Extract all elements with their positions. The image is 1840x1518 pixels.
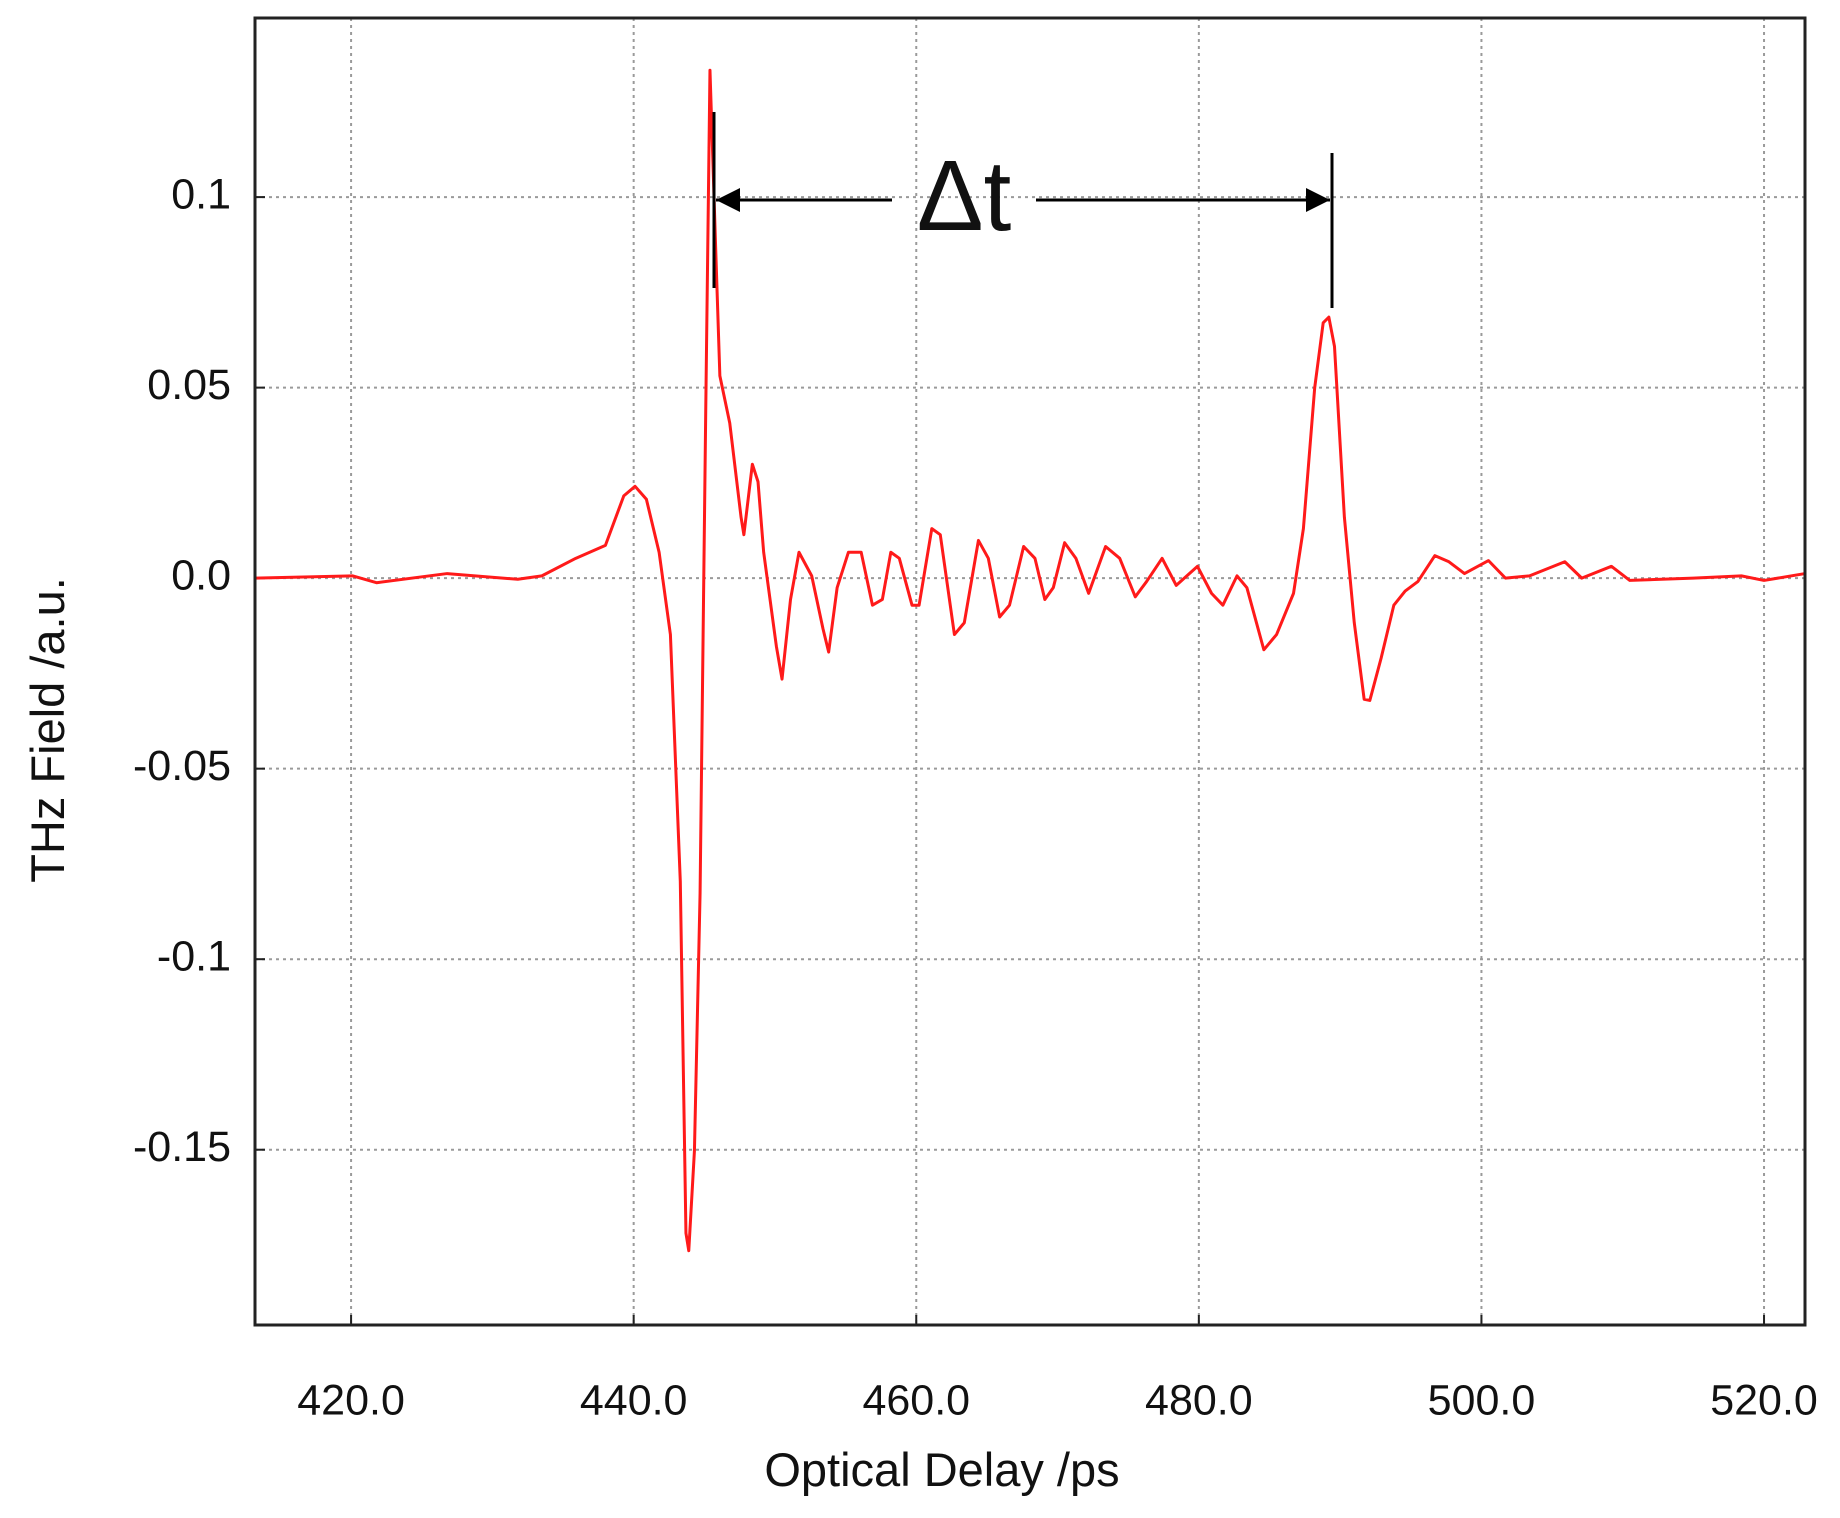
- y-tick-label: -0.1: [157, 933, 231, 981]
- plot: [254, 68, 1806, 1253]
- x-tick-label: 480.0: [1145, 1376, 1253, 1424]
- delta-t-annotation: Δt: [712, 112, 1334, 308]
- x-axis-title: Optical Delay /ps: [764, 1443, 1119, 1496]
- y-tick-label: 0.0: [171, 552, 231, 600]
- x-tick-label: 440.0: [580, 1376, 688, 1424]
- x-tick-label: 520.0: [1710, 1376, 1818, 1424]
- y-tick-label: -0.15: [133, 1123, 231, 1171]
- y-axis-title: THz Field /a.u.: [21, 577, 74, 883]
- y-tick-label: 0.1: [171, 170, 231, 218]
- grid: [255, 18, 1805, 1325]
- y-tick-label: 0.05: [147, 361, 231, 409]
- x-tick-label: 420.0: [297, 1376, 405, 1424]
- plot-frame: [253, 16, 1807, 1327]
- x-tick-label: 460.0: [862, 1376, 970, 1424]
- x-tick-label: 500.0: [1428, 1376, 1536, 1424]
- waveform-line: [254, 68, 1806, 1253]
- annotation-text: Δt: [917, 140, 1012, 252]
- y-tick-label: -0.05: [133, 742, 231, 790]
